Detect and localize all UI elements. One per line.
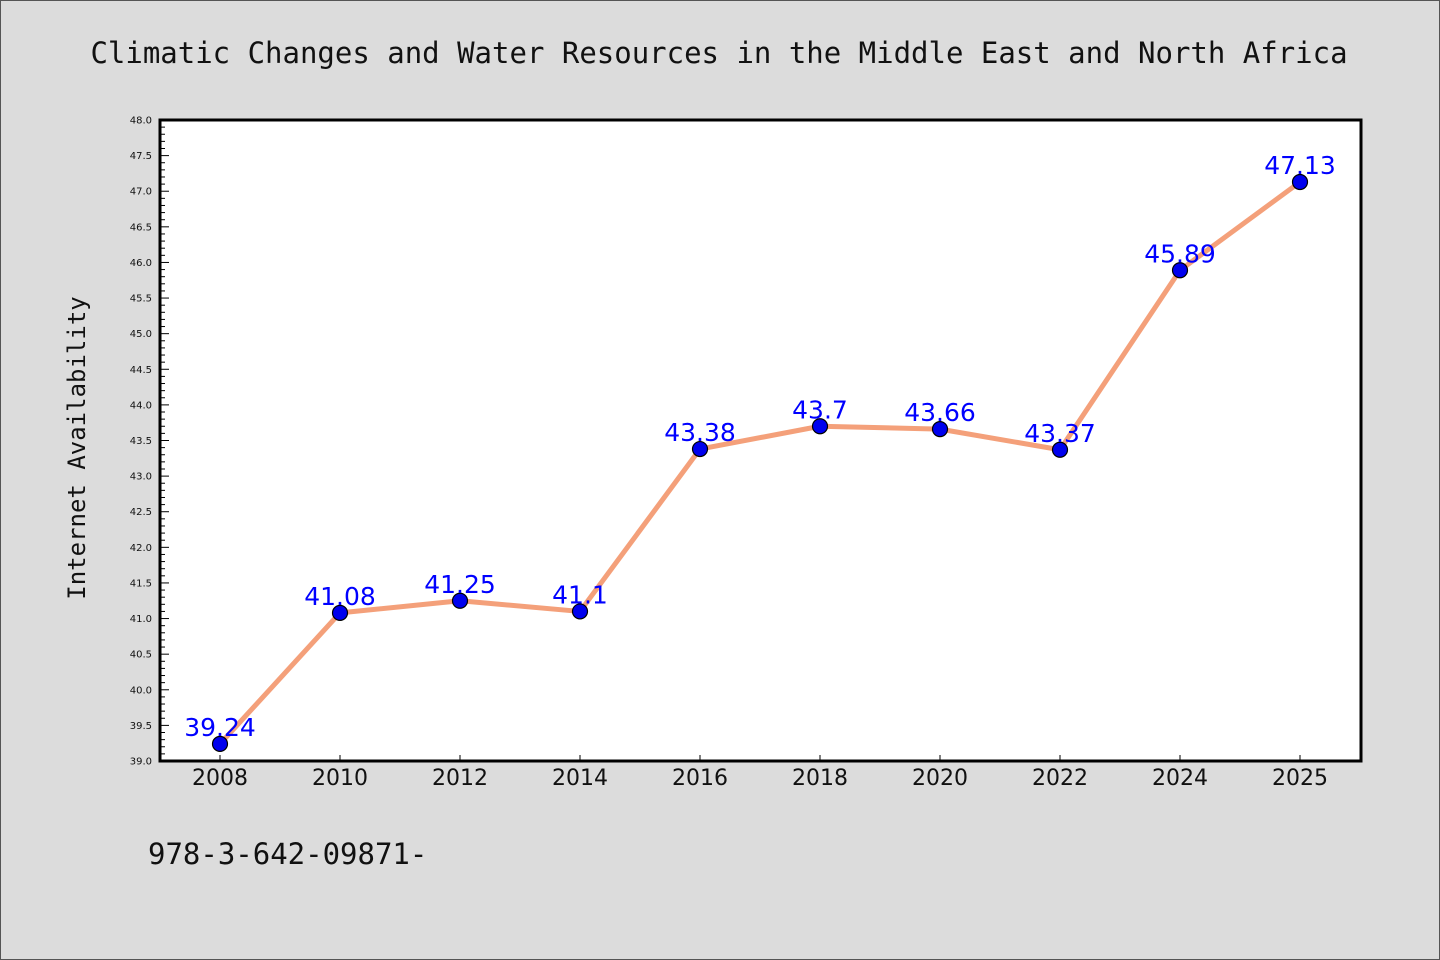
y-tick-label: 44.0 xyxy=(130,400,152,411)
data-label: 43.7 xyxy=(792,395,848,424)
y-tick-label: 46.5 xyxy=(130,222,152,233)
y-axis-label: Internet Availability xyxy=(63,296,91,599)
plot-border xyxy=(158,118,1363,763)
y-tick-label: 40.0 xyxy=(130,685,152,696)
data-point xyxy=(931,421,949,438)
y-tick-label: 45.0 xyxy=(130,329,152,340)
data-point xyxy=(331,604,349,621)
data-point xyxy=(571,603,589,620)
x-tick-label: 2008 xyxy=(192,766,248,791)
data-label: 41.08 xyxy=(304,582,376,611)
x-tick-label: 2024 xyxy=(1152,766,1208,791)
x-axis: 2008 2010 2012 2014 2016 2018 2020 2022 2024 2025 xyxy=(192,755,1328,791)
data-point xyxy=(1171,262,1189,279)
x-tick-label: 2025 xyxy=(1272,766,1328,791)
data-point xyxy=(811,418,829,435)
y-tick-label: 42.0 xyxy=(130,543,152,554)
y-tick-label: 39.5 xyxy=(130,721,152,732)
y-tick-label: 43.0 xyxy=(130,472,152,483)
data-point xyxy=(1291,173,1309,191)
x-tick-label: 2020 xyxy=(912,766,968,791)
x-tick-label: 2022 xyxy=(1032,766,1088,791)
data-label: 43.66 xyxy=(904,398,976,427)
data-point xyxy=(211,735,229,753)
markers-group xyxy=(211,173,1309,753)
y-tick-label: 47.5 xyxy=(130,151,152,162)
data-label: 41.1 xyxy=(552,580,608,609)
data-label: 45.89 xyxy=(1144,239,1216,268)
y-tick-label: 41.0 xyxy=(130,614,152,625)
y-tick-label: 39.0 xyxy=(130,757,152,768)
y-tick-label: 42.5 xyxy=(130,507,152,518)
data-point xyxy=(691,440,709,458)
isbn-text: 978-3-642-09871- xyxy=(148,837,427,871)
y-tick-label: 45.5 xyxy=(130,294,152,305)
data-label: 43.37 xyxy=(1024,419,1096,448)
y-tick-label: 44.5 xyxy=(130,365,152,376)
x-tick-label: 2016 xyxy=(672,766,728,791)
plot-area xyxy=(160,120,1361,761)
x-tick-label: 2014 xyxy=(552,766,608,791)
x-tick-label: 2010 xyxy=(312,766,368,791)
x-tick-label: 2012 xyxy=(432,766,488,791)
x-tick-label: 2018 xyxy=(792,766,848,791)
y-tick-label: 48.0 xyxy=(130,116,152,127)
data-point xyxy=(451,592,469,609)
data-labels-group: 39.24 41.08 41.25 41.1 43.38 43.7 43.66 43.37 45… xyxy=(184,151,1336,742)
data-label: 39.24 xyxy=(184,713,256,742)
y-tick-label: 47.0 xyxy=(130,187,152,198)
y-tick-label: 43.5 xyxy=(130,436,152,447)
y-tick-label: 41.5 xyxy=(130,578,152,589)
data-point xyxy=(1051,441,1069,458)
data-label: 41.25 xyxy=(424,570,496,599)
series-line-group xyxy=(217,179,1303,747)
chart-title: Climatic Changes and Water Resources in … xyxy=(90,36,1347,70)
y-tick-label: 46.0 xyxy=(130,258,152,269)
data-label: 43.38 xyxy=(664,418,736,447)
y-tick-label: 40.5 xyxy=(130,650,152,661)
data-label: 47.13 xyxy=(1264,151,1336,180)
series-line xyxy=(217,179,1303,747)
